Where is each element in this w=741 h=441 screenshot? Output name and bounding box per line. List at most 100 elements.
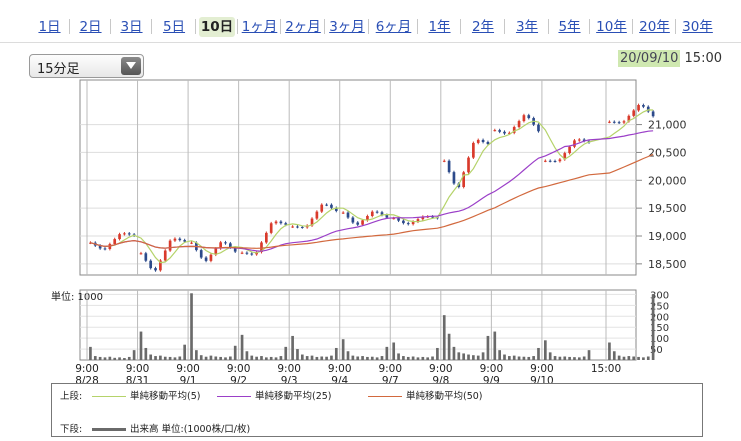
x-tick-time: 15:00	[591, 363, 621, 375]
tab-period-6[interactable]: 2ヶ月	[285, 19, 321, 35]
tab-period-7[interactable]: 3ヶ月	[329, 19, 365, 35]
candle-body	[291, 226, 294, 228]
candle-body	[123, 233, 126, 235]
candle-body	[183, 240, 186, 242]
volume-tick-label: 150	[650, 323, 669, 334]
candle-body	[411, 221, 415, 225]
volume-bar	[89, 346, 92, 360]
candle-body	[315, 211, 319, 219]
candle-body	[498, 130, 501, 132]
tab-period-15[interactable]: 30年	[682, 19, 713, 35]
candle-body	[612, 121, 616, 123]
candle-body	[341, 212, 345, 214]
volume-bar	[341, 339, 345, 360]
volume-bar	[442, 315, 446, 360]
candle-body	[279, 221, 283, 224]
volume-bar	[108, 356, 112, 360]
candle-body	[476, 139, 480, 143]
volume-bar	[522, 356, 526, 360]
volume-tick-label: 250	[650, 301, 669, 312]
volume-bar	[98, 356, 102, 360]
candle-body	[356, 222, 360, 225]
candle-body	[486, 142, 490, 145]
price-panel-frame	[79, 79, 637, 276]
candle-body	[98, 245, 102, 249]
volume-bar	[224, 357, 227, 360]
volume-tick-label: 300	[650, 290, 669, 301]
candle-body	[568, 146, 571, 154]
tab-period-11[interactable]: 3年	[515, 19, 539, 35]
candle-body	[240, 252, 244, 254]
volume-bar	[612, 351, 616, 360]
volume-bar	[512, 355, 516, 360]
tab-period-4[interactable]: 10日	[199, 17, 235, 37]
tab-period-3[interactable]: 5日	[162, 19, 186, 35]
sma5-line	[90, 109, 654, 264]
volume-bar	[334, 347, 338, 360]
interval-select-value: 15分足	[37, 62, 80, 77]
tab-separator	[368, 19, 369, 34]
candle-body	[442, 160, 446, 162]
x-tick-time: 9:00	[378, 363, 402, 375]
volume-bar	[508, 356, 511, 360]
tab-period-12[interactable]: 5年	[558, 19, 581, 35]
volume-bar	[651, 294, 655, 360]
volume-tick-label: 100	[650, 334, 669, 345]
volume-bar	[315, 356, 319, 360]
volume-bar	[608, 342, 611, 360]
candle-body	[632, 110, 636, 116]
last-update-time: 15:00	[680, 51, 722, 66]
candle-body	[421, 216, 425, 220]
candle-body	[573, 140, 576, 147]
legend-volume-label: 出来高 単位:(1000株/口/枚)	[130, 424, 251, 435]
candle-body	[199, 250, 203, 258]
candle-body	[447, 160, 451, 173]
volume-bar	[233, 345, 237, 360]
volume-bar	[93, 356, 97, 360]
tab-period-0[interactable]: 1日	[38, 19, 61, 35]
volume-bar	[627, 356, 631, 360]
legend-sma50-label: 単純移動平均(50)	[406, 391, 483, 402]
chevron-down-icon[interactable]	[121, 57, 141, 75]
tab-period-9[interactable]: 1年	[428, 19, 451, 35]
volume-bar	[548, 352, 552, 360]
volume-bar	[123, 358, 126, 360]
legend-sma50-swatch	[368, 396, 402, 397]
tab-separator	[237, 19, 238, 34]
volume-bar	[447, 333, 451, 360]
tab-separator	[324, 19, 325, 34]
candle-body	[508, 132, 511, 134]
volume-bar	[537, 347, 540, 360]
candle-body	[139, 253, 143, 255]
volume-bar	[190, 293, 193, 360]
volume-bar	[481, 352, 485, 360]
tab-period-10[interactable]: 2年	[471, 19, 495, 35]
volume-bar	[346, 351, 350, 360]
tab-period-5[interactable]: 1ヶ月	[241, 19, 278, 35]
price-tick-label: 19,500	[648, 202, 687, 215]
candle-body	[214, 248, 218, 255]
candle-body	[366, 216, 369, 221]
candle-body	[209, 254, 213, 261]
legend-sma5-label: 単純移動平均(5)	[130, 391, 201, 402]
candle-body	[250, 253, 254, 255]
tab-period-8[interactable]: 6ヶ月	[375, 19, 412, 35]
tab-period-2[interactable]: 3日	[120, 19, 143, 35]
period-tab-bar: 1日 2日 3日 5日 10日 1ヶ月 2ヶ月 3ヶ月 6ヶ月 1年 2年 3年 5年 10年 20年 30年	[0, 8, 741, 43]
candle-body	[553, 160, 557, 162]
volume-bar	[587, 350, 591, 360]
volume-bar	[229, 356, 232, 360]
tab-period-1[interactable]: 2日	[79, 19, 102, 35]
volume-tick-label: 50	[650, 345, 663, 356]
x-tick-time: 9:00	[277, 363, 301, 375]
volume-bar	[573, 357, 576, 360]
tab-period-13[interactable]: 10年	[596, 19, 627, 35]
price-tick-label: 18,500	[648, 258, 687, 271]
volume-bar	[219, 356, 222, 360]
volume-bar	[632, 356, 636, 360]
volume-bar	[250, 355, 254, 360]
tab-period-14[interactable]: 20年	[639, 19, 670, 35]
volume-bar	[310, 355, 314, 360]
candle-body	[577, 139, 581, 141]
interval-select[interactable]: 15分足	[29, 54, 144, 78]
